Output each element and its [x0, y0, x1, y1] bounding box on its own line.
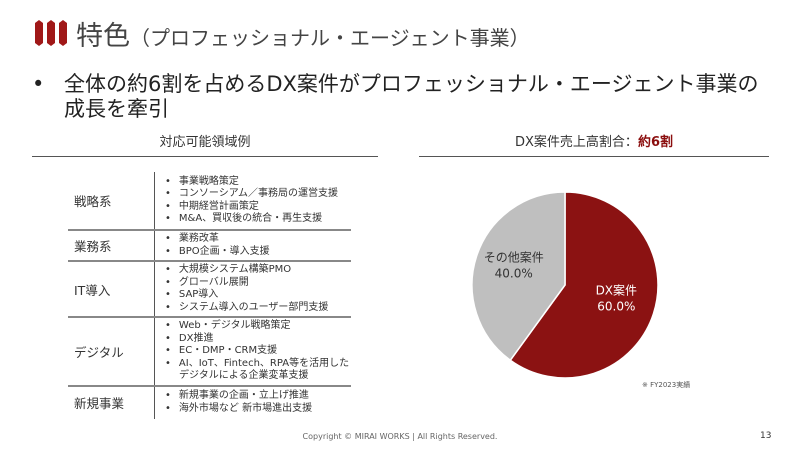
pie-slice-dx [509, 191, 659, 379]
row-label: 新規事業 [68, 384, 155, 419]
key-message: • 全体の約6割を占めるDX案件がプロフェッショナル・エージェント事業の成長を牽引 [32, 72, 772, 122]
list-item: AI、IoT、Fintech、RPA等を活用した [165, 358, 351, 371]
title-main: 特色 [76, 21, 130, 52]
list-item: グローバル展開 [165, 277, 351, 290]
table-row: 戦略系事業戦略策定コンソーシアム／事務局の運営支援中期経営計画策定M&A、買収後… [68, 172, 351, 230]
bullet-dot: • [32, 72, 45, 96]
list-item: 新規事業の企画・立上げ推進 [165, 390, 351, 403]
row-items: 業務改革BPO企画・導入支援 [154, 229, 351, 261]
row-items: Web・デジタル戦略策定DX推進EC・DMP・CRM支援AI、IoT、Finte… [154, 316, 351, 386]
key-message-text: 全体の約6割を占めるDX案件がプロフェッショナル・エージェント事業の成長を牽引 [64, 72, 759, 121]
chart-heading-value: 約6割 [637, 135, 673, 150]
title-sub: （プロフェッショナル・エージェント事業） [130, 26, 530, 50]
page-number: 13 [760, 431, 772, 441]
chart-note: ※ FY2023実績 [642, 381, 691, 389]
pie-category-label: DX案件 [596, 283, 637, 298]
row-items: 新規事業の企画・立上げ推進海外市場など 新市場進出支援 [154, 384, 351, 419]
table-row: IT導入大規模システム構築PMOグローバル展開SAP導入システム導入のユーザー部… [68, 260, 351, 317]
row-label: IT導入 [68, 260, 155, 317]
list-item: 業務改革 [165, 233, 351, 246]
copyright: Copyright © MIRAI WORKS | All Rights Res… [302, 432, 498, 441]
list-item: 大規模システム構築PMO [165, 264, 351, 277]
domain-table: 戦略系事業戦略策定コンソーシアム／事務局の運営支援中期経営計画策定M&A、買収後… [68, 172, 351, 419]
list-item: DX推進 [165, 333, 351, 346]
list-item: M&A、買収後の統合・再生支援 [165, 213, 351, 226]
pie-slice-other [471, 191, 566, 362]
row-label: 業務系 [68, 229, 155, 261]
row-items: 大規模システム構築PMOグローバル展開SAP導入システム導入のユーザー部門支援 [154, 260, 351, 317]
table-row: 業務系業務改革BPO企画・導入支援 [68, 229, 351, 261]
pie-value-label: 60.0% [597, 300, 635, 314]
company-logo [35, 20, 67, 46]
list-item: 海外市場など 新市場進出支援 [165, 403, 351, 416]
chart-heading-text: DX案件売上高割合： [515, 135, 638, 150]
table-row: デジタルWeb・デジタル戦略策定DX推進EC・DMP・CRM支援AI、IoT、F… [68, 316, 351, 386]
list-item: コンソーシアム／事務局の運営支援 [165, 188, 351, 201]
page-title: 特色（プロフェッショナル・エージェント事業） [76, 14, 530, 53]
list-item: EC・DMP・CRM支援 [165, 345, 351, 358]
pie-value-label: 40.0% [495, 266, 533, 280]
pie-category-label: その他案件 [484, 249, 544, 264]
row-items: 事業戦略策定コンソーシアム／事務局の運営支援中期経営計画策定M&A、買収後の統合… [155, 172, 352, 230]
list-item: 事業戦略策定 [165, 176, 351, 189]
row-label: デジタル [68, 316, 155, 386]
list-item: システム導入のユーザー部門支援 [165, 302, 351, 315]
list-item: 中期経営計画策定 [165, 201, 351, 214]
table-row: 新規事業新規事業の企画・立上げ推進海外市場など 新市場進出支援 [68, 384, 351, 419]
list-item: Web・デジタル戦略策定 [165, 320, 351, 333]
list-item: デジタルによる企業変革支援 [179, 370, 309, 381]
list-item: BPO企画・導入支援 [165, 246, 351, 259]
domain-heading: 対応可能領域例 [32, 131, 378, 157]
row-label: 戦略系 [68, 172, 155, 230]
list-item: SAP導入 [165, 289, 351, 302]
pie-chart: DX案件 60.0% その他案件 40.0% [471, 191, 659, 379]
chart-heading: DX案件売上高割合：約6割 [419, 131, 769, 157]
